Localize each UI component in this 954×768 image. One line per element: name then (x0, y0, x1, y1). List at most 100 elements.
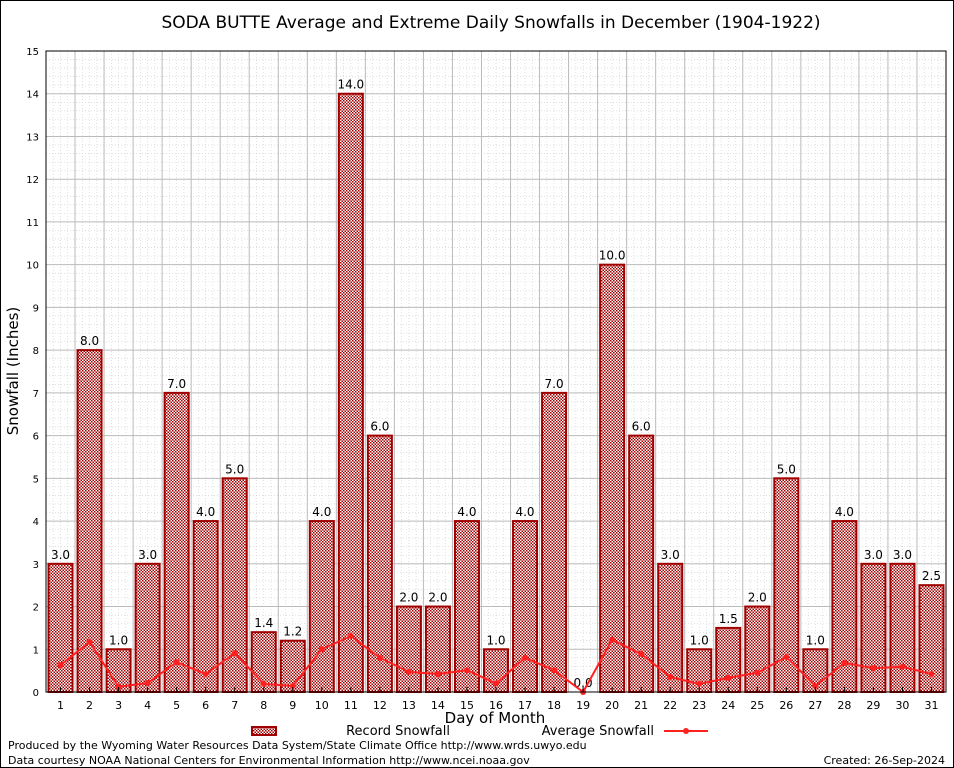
bar-value-label: 4.0 (835, 505, 854, 519)
bar-value-label: 2.5 (922, 569, 941, 583)
x-tick-label: 8 (260, 699, 267, 712)
bar-value-label: 7.0 (167, 377, 186, 391)
average-point-day-23 (696, 680, 703, 687)
average-point-day-22 (667, 674, 674, 681)
average-point-day-26 (783, 653, 790, 660)
average-point-day-6 (202, 671, 209, 678)
bar-value-label: 0.0 (574, 676, 593, 690)
average-point-day-1 (57, 662, 64, 669)
y-tick-label: 8 (33, 346, 39, 357)
bar-value-label: 8.0 (80, 334, 99, 348)
average-point-day-14 (434, 671, 441, 678)
bar-day-6 (192, 520, 219, 693)
bar-day-25 (744, 605, 771, 693)
x-tick-label: 9 (289, 699, 296, 712)
y-tick-label: 13 (26, 132, 39, 143)
bar-day-15 (453, 520, 480, 693)
x-tick-label: 26 (779, 699, 793, 712)
bar-value-label: 1.0 (690, 633, 709, 647)
bar-value-label: 6.0 (632, 420, 651, 434)
bar-value-label: 5.0 (225, 462, 244, 476)
y-tick-label: 9 (33, 303, 39, 314)
average-point-day-16 (493, 680, 499, 687)
bar-value-label: 1.0 (806, 633, 825, 647)
bar-value-label: 3.0 (51, 548, 70, 562)
bar-value-label: 1.2 (283, 625, 302, 639)
x-tick-label: 11 (344, 699, 358, 712)
average-point-day-31 (928, 671, 935, 678)
y-tick-label: 1 (33, 645, 39, 656)
bar-day-14 (424, 605, 451, 693)
x-tick-label: 2 (86, 699, 93, 712)
x-tick-label: 16 (489, 699, 503, 712)
bar-value-label: 3.0 (864, 548, 883, 562)
y-tick-label: 2 (33, 603, 39, 614)
bar-day-4 (134, 562, 161, 693)
legend-average-label: Average Snowfall (542, 724, 654, 739)
bar-value-label: 2.0 (748, 591, 767, 605)
bar-day-13 (395, 605, 422, 693)
x-tick-label: 29 (866, 699, 880, 712)
average-point-day-7 (231, 650, 238, 657)
x-tick-label: 17 (518, 699, 532, 712)
average-point-day-8 (260, 680, 267, 687)
bar-value-label: 3.0 (893, 548, 912, 562)
average-point-day-10 (318, 646, 325, 653)
bar-value-label: 1.0 (486, 633, 505, 647)
bar-day-22 (657, 562, 684, 693)
bar-value-label: 5.0 (777, 462, 796, 476)
x-tick-label: 4 (144, 699, 151, 712)
y-axis-label: Snowfall (Inches) (4, 307, 22, 435)
bar-day-18 (541, 391, 568, 693)
bar-day-5 (163, 391, 190, 693)
x-tick-label: 15 (460, 699, 474, 712)
average-point-day-11 (347, 633, 354, 640)
average-point-day-12 (376, 654, 383, 661)
x-tick-label: 13 (402, 699, 416, 712)
average-point-day-27 (812, 683, 819, 690)
x-tick-label: 31 (924, 699, 938, 712)
x-tick-label: 10 (315, 699, 329, 712)
x-tick-label: 30 (895, 699, 909, 712)
y-tick-label: 11 (26, 218, 39, 229)
bar-value-label: 1.0 (109, 633, 128, 647)
x-tick-label: 27 (808, 699, 822, 712)
x-tick-label: 1 (57, 699, 64, 712)
x-tick-label: 18 (547, 699, 561, 712)
y-tick-label: 14 (26, 90, 39, 101)
bar-value-label: 4.0 (515, 505, 534, 519)
legend: Record Snowfall Average Snowfall (251, 724, 708, 739)
y-tick-label: 5 (33, 474, 39, 485)
bar-value-label: 4.0 (196, 505, 215, 519)
footer-data-courtesy: Data courtesy NOAA National Centers for … (8, 754, 530, 767)
bar-day-1 (47, 562, 74, 693)
x-tick-label: 3 (115, 699, 122, 712)
average-point-day-20 (609, 636, 616, 643)
bar-value-label: 4.0 (312, 505, 331, 519)
average-point-day-2 (86, 639, 93, 646)
bar-value-label: 7.0 (545, 377, 564, 391)
average-point-day-21 (638, 650, 645, 657)
bar-day-28 (831, 520, 858, 693)
average-point-day-30 (899, 663, 906, 670)
bar-day-30 (889, 562, 916, 693)
y-tick-label: 12 (26, 175, 39, 186)
legend-record-label: Record Snowfall (346, 724, 450, 739)
bar-day-11 (337, 92, 364, 693)
y-tick-label: 7 (33, 389, 39, 400)
bar-value-label: 1.4 (254, 616, 273, 630)
bar-day-20 (599, 263, 626, 693)
bar-value-label: 1.5 (719, 612, 738, 626)
x-tick-label: 25 (750, 699, 764, 712)
y-tick-label: 3 (33, 560, 39, 571)
bar-value-label: 3.0 (138, 548, 157, 562)
plot-frame (45, 50, 947, 693)
x-tick-label: 19 (576, 699, 590, 712)
bar-value-label: 4.0 (457, 505, 476, 519)
bar-day-24 (715, 626, 742, 694)
average-point-day-15 (463, 667, 470, 674)
average-point-day-29 (870, 665, 877, 672)
x-tick-label: 5 (173, 699, 180, 712)
bar-day-10 (308, 520, 335, 693)
